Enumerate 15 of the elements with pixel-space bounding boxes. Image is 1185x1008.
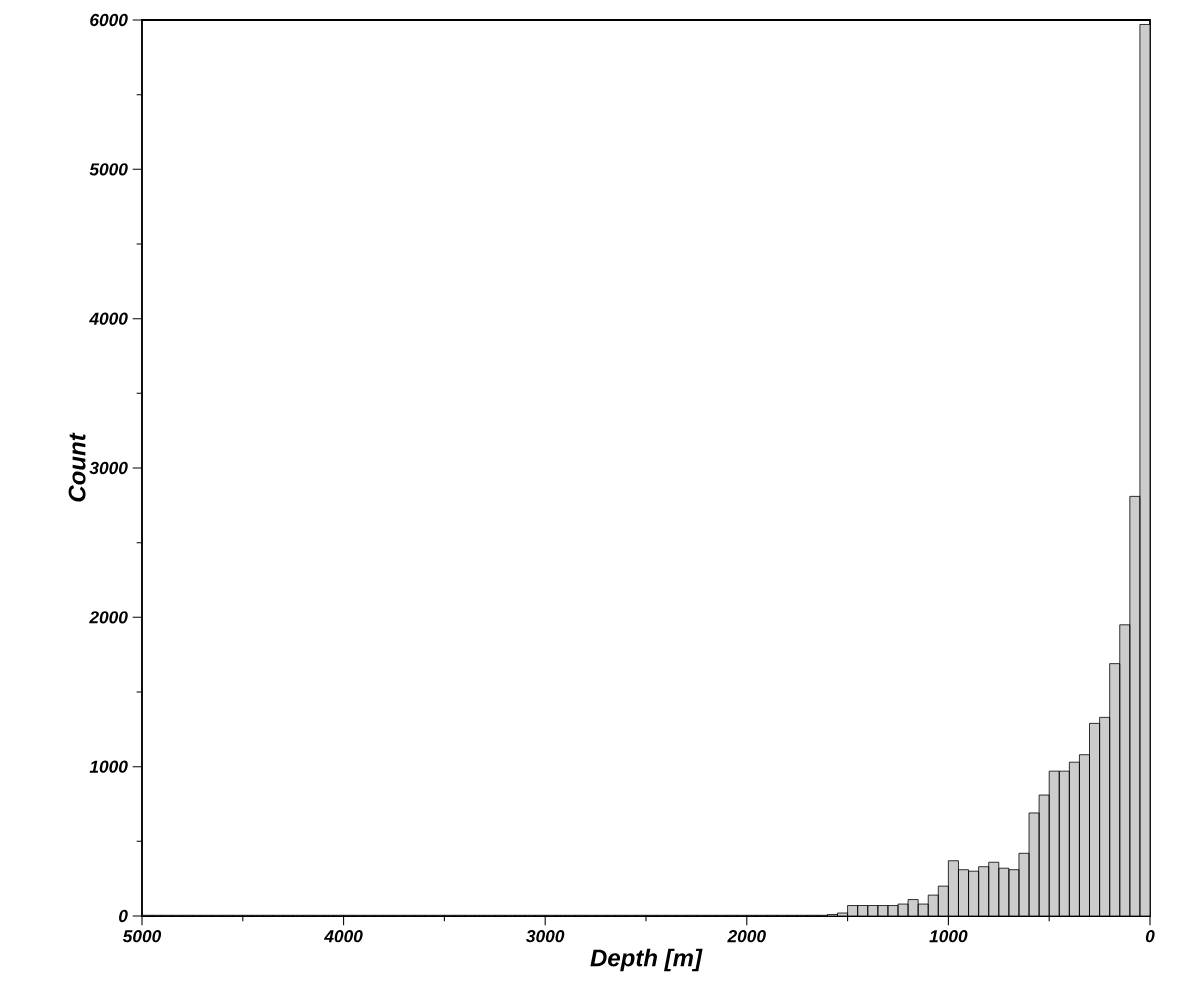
x-tick-label: 5000: [122, 930, 162, 943]
x-tick-label: 1000: [929, 930, 968, 943]
y-tick-label: 2000: [89, 611, 128, 624]
y-tick-label: 0: [119, 909, 128, 923]
y-tick-label: 3000: [89, 461, 128, 475]
x-tick-label: 0: [1145, 930, 1155, 943]
y-tick-label: 5000: [89, 163, 128, 176]
x-tick-label: 4000: [324, 930, 363, 943]
y-axis-title: Count: [68, 432, 86, 502]
x-tick-label: 3000: [526, 930, 565, 943]
y-tick-label: 1000: [89, 760, 128, 773]
y-tick-label: 4000: [89, 312, 128, 325]
y-tick-label: 6000: [90, 13, 128, 27]
x-tick-label: 2000: [727, 930, 766, 943]
x-axis-title: Depth [m]: [590, 948, 703, 972]
